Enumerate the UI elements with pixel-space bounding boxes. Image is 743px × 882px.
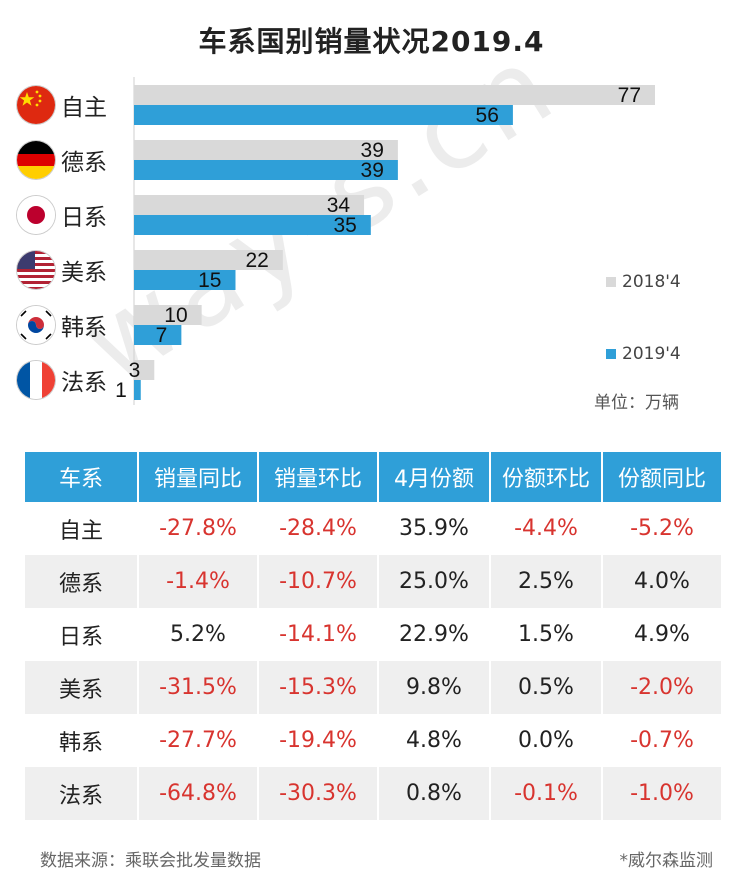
table-cell: -1.4% [139, 555, 257, 608]
value-label-2019-5: 1 [115, 379, 127, 402]
france-flag-icon [17, 361, 55, 399]
table-cell: 5.2% [170, 622, 226, 647]
category-label: 美系 [61, 260, 107, 286]
bar-2019-2 [134, 215, 371, 235]
table-header: 销量环比 [259, 452, 377, 502]
table-row: 日系 5.2% -14.1% 22.9% 1.5% 4.9% [25, 608, 721, 661]
value-label-2018-4: 10 [164, 304, 187, 327]
table-row-label: 韩系 [58, 730, 103, 756]
legend-item-2018: 2018'4 [606, 272, 681, 292]
table-header: 销量同比 [139, 452, 257, 502]
legend-swatch-2019 [606, 349, 616, 359]
table-row: 法系 -64.8% -30.3% 0.8% -0.1% -1.0% [25, 767, 721, 820]
category-label: 自主 [61, 95, 107, 121]
table-header: 份额环比 [491, 452, 601, 502]
table-cell: 1.5% [518, 622, 574, 647]
chart-title: 车系国别销量状况2019.4 [198, 25, 545, 58]
table-row-label: 德系 [25, 555, 137, 608]
bar-2019-5 [134, 380, 141, 400]
table-cell: -4.4% [514, 516, 578, 541]
value-label-2019-1: 39 [361, 159, 384, 182]
value-label-2019-4: 7 [156, 324, 168, 347]
source-note: 数据来源：乘联会批发量数据 [40, 851, 261, 871]
value-label-2018-0: 77 [618, 84, 641, 107]
value-label-2018-3: 22 [245, 249, 268, 272]
table-cell: 25.0% [379, 555, 489, 608]
table-cell: 0.0% [518, 728, 574, 753]
table-cell: 0.5% [491, 661, 601, 714]
japan-flag-icon [17, 196, 55, 234]
table-row: 韩系 -27.7% -19.4% 4.8% 0.0% -0.7% [25, 714, 721, 767]
table-cell: 0.8% [379, 767, 489, 820]
category-label: 韩系 [61, 315, 107, 341]
table-cell: 4.9% [634, 622, 690, 647]
table-cell: 4.8% [406, 728, 462, 753]
table-cell: -5.2% [630, 516, 694, 541]
value-label-2019-3: 15 [198, 269, 221, 292]
table-row: 美系 -31.5% -15.3% 9.8% 0.5% -2.0% [25, 661, 721, 714]
legend-label-2018: 2018'4 [622, 272, 681, 292]
germany-flag-icon [17, 141, 55, 179]
table-cell: 2.5% [491, 555, 601, 608]
bar-2019-4 [134, 325, 182, 345]
data-table: 车系 销量同比 销量环比 4月份额 份额环比 份额同比 自主 -27.8% -28.… [23, 452, 723, 820]
table-cell: -27.7% [159, 728, 237, 753]
bar-2019-3 [134, 270, 236, 290]
table-row: 德系 -1.4% -10.7% 25.0% 2.5% 4.0% [25, 555, 721, 608]
table-row: 自主 -27.8% -28.4% 35.9% -4.4% -5.2% [25, 502, 721, 555]
china-flag-icon [17, 86, 55, 124]
table-row-label: 日系 [58, 624, 103, 650]
table-cell: 35.9% [399, 516, 469, 541]
bar-2018-3 [134, 250, 283, 270]
table-header: 4月份额 [379, 452, 489, 502]
table-header: 份额同比 [603, 452, 721, 502]
value-label-2018-2: 34 [327, 194, 351, 217]
table-cell: -2.0% [603, 661, 721, 714]
category-label: 日系 [61, 205, 107, 231]
bar-2018-2 [134, 195, 365, 215]
table-cell: -0.7% [630, 728, 694, 753]
legend-item-2019: 2019'4 [606, 344, 681, 364]
table-cell: -31.5% [139, 661, 257, 714]
table-cell: -28.4% [279, 516, 357, 541]
bar-2018-5 [134, 360, 155, 380]
legend-label-2019: 2019'4 [622, 344, 681, 364]
table-cell: -64.8% [139, 767, 257, 820]
unit-label: 单位：万辆 [594, 393, 679, 413]
table-cell: -30.3% [259, 767, 377, 820]
table-cell: -27.8% [159, 516, 237, 541]
table-cell: -19.4% [279, 728, 357, 753]
category-label: 法系 [61, 370, 107, 396]
bar-2019-1 [134, 160, 398, 180]
table-cell: 22.9% [399, 622, 469, 647]
table-row-label: 美系 [25, 661, 137, 714]
korea-flag-icon [17, 306, 55, 344]
table-header: 车系 [25, 452, 137, 502]
table-row-label: 自主 [58, 518, 103, 544]
table-cell: -15.3% [259, 661, 377, 714]
table-cell: 4.0% [603, 555, 721, 608]
value-label-2019-0: 56 [476, 104, 499, 127]
legend-swatch-2018 [606, 277, 616, 287]
table-cell: 9.8% [379, 661, 489, 714]
table-cell: -14.1% [279, 622, 357, 647]
credit-note: *威尔森监测 [619, 851, 714, 871]
bar-2019-0 [134, 105, 513, 125]
bar-2018-1 [134, 140, 398, 160]
table-header-row: 车系 销量同比 销量环比 4月份额 份额环比 份额同比 [25, 452, 721, 502]
value-label-2019-2: 35 [333, 214, 356, 237]
table-row-label: 法系 [25, 767, 137, 820]
value-label-2018-5: 3 [129, 359, 141, 382]
category-label: 德系 [61, 150, 107, 176]
bar-2018-0 [134, 85, 655, 105]
table-cell: -0.1% [491, 767, 601, 820]
bar-2018-4 [134, 305, 202, 325]
table-cell: -10.7% [259, 555, 377, 608]
table-cell: -1.0% [603, 767, 721, 820]
usa-flag-icon [17, 251, 55, 289]
value-label-2018-1: 39 [361, 139, 384, 162]
